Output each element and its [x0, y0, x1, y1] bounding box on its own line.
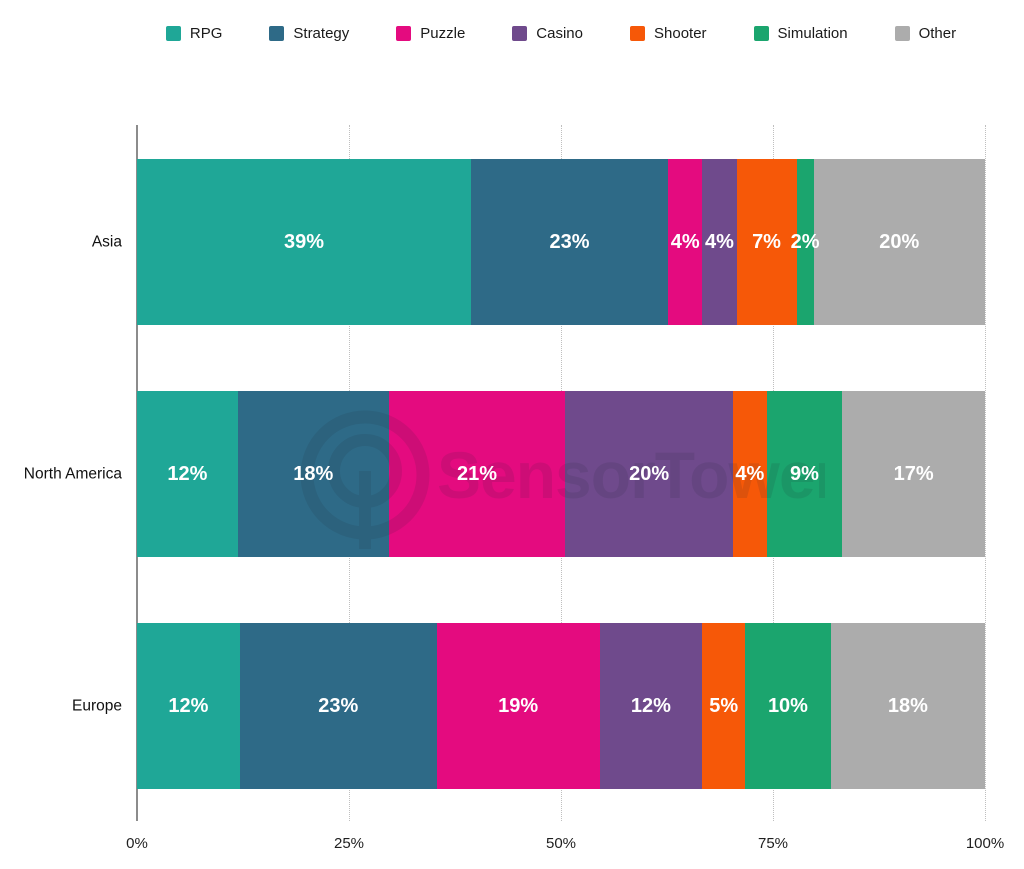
bar-row-north-america: 12% 18% 21% 20% 4% 9% 17%: [137, 391, 985, 557]
legend-swatch-strategy: [269, 25, 285, 41]
segment-value-label: 5%: [709, 695, 739, 717]
x-tick-label-0%: 0%: [126, 835, 148, 852]
legend-label: Strategy: [293, 24, 350, 42]
bar-segment-rpg[interactable]: 39%: [137, 159, 472, 325]
legend-label: Other: [918, 24, 957, 42]
bar-segment-casino[interactable]: 4%: [702, 159, 737, 325]
legend-swatch-shooter: [630, 25, 645, 41]
bar-row-asia: 39% 23% 4% 4% 7% 2% 20%: [137, 159, 985, 325]
segment-value-label: 10%: [767, 695, 808, 717]
segment-value-label: 4%: [670, 231, 700, 253]
segment-value-label: 18%: [293, 463, 334, 485]
category-label-north-america: North America: [23, 465, 122, 483]
bar-segment-strategy[interactable]: 23%: [471, 159, 669, 325]
legend-label: Puzzle: [420, 24, 466, 42]
segment-value-label: 21%: [457, 463, 498, 485]
legend-item-shooter: Shooter: [630, 24, 707, 42]
segment-value-label: 12%: [630, 695, 671, 717]
bar-segment-puzzle[interactable]: 21%: [388, 391, 566, 557]
segment-value-label: 18%: [887, 695, 928, 717]
segment-value-label: 20%: [879, 231, 920, 253]
legend-label: Casino: [536, 24, 583, 42]
segment-value-label: 4%: [735, 463, 765, 485]
bar-segment-simulation[interactable]: 2%: [791, 159, 820, 325]
segment-value-label: 9%: [790, 463, 819, 485]
segment-value-label: 2%: [790, 231, 820, 253]
x-tick-label-75%: 75%: [757, 835, 789, 852]
bar-row-europe: 12% 23% 19% 12% 5% 10% 18%: [137, 623, 985, 789]
bar-segment-other[interactable]: 18%: [830, 623, 985, 789]
legend-item-puzzle: Puzzle: [396, 24, 466, 42]
legend-item-casino: Casino: [512, 24, 583, 42]
segment-value-label: 19%: [498, 695, 539, 717]
bar-segment-rpg[interactable]: 12%: [137, 623, 240, 789]
gridline-100%: [985, 125, 986, 821]
legend: RPG Strategy Puzzle Casino Shooter Simulation…: [137, 18, 985, 48]
x-tick-label-50%: 50%: [545, 835, 577, 852]
bar-segment-shooter[interactable]: 7%: [736, 159, 797, 325]
segment-value-label: 4%: [704, 231, 734, 253]
segment-value-label: 12%: [167, 463, 208, 485]
x-tick-label-25%: 25%: [333, 835, 365, 852]
legend-item-simulation: Simulation: [753, 24, 848, 42]
legend-swatch-rpg: [165, 25, 181, 41]
segment-value-label: 17%: [893, 463, 934, 485]
legend-item-strategy: Strategy: [269, 24, 350, 42]
plot-area: 39% 23% 4% 4% 7% 2% 20% 12% 18% 21% 20% 4% 9% 17% 12% 2…: [136, 125, 986, 821]
bar-segment-simulation[interactable]: 9%: [766, 391, 843, 557]
bar-segment-strategy[interactable]: 23%: [239, 623, 437, 789]
bar-segment-casino[interactable]: 12%: [599, 623, 703, 789]
category-label-europe: Europe: [72, 697, 122, 715]
bar-segment-simulation[interactable]: 10%: [745, 623, 831, 789]
segment-value-label: 12%: [168, 695, 209, 717]
bar-segment-other[interactable]: 17%: [842, 391, 985, 557]
bar-segment-puzzle[interactable]: 4%: [668, 159, 703, 325]
segment-value-label: 20%: [629, 463, 670, 485]
legend-item-other: Other: [894, 24, 957, 42]
bar-segment-shooter[interactable]: 5%: [702, 623, 746, 789]
legend-label: Shooter: [654, 24, 707, 42]
legend-item-rpg: RPG: [165, 24, 223, 42]
legend-swatch-simulation: [753, 25, 769, 41]
legend-label: RPG: [189, 24, 223, 42]
segment-value-label: 7%: [752, 231, 781, 253]
bar-segment-casino[interactable]: 20%: [565, 391, 734, 557]
bar-segment-rpg[interactable]: 12%: [137, 391, 238, 557]
bar-segment-other[interactable]: 20%: [813, 159, 985, 325]
category-label-asia: Asia: [91, 233, 122, 251]
legend-swatch-puzzle: [396, 25, 412, 41]
bar-segment-puzzle[interactable]: 19%: [436, 623, 600, 789]
legend-label: Simulation: [777, 24, 848, 42]
segment-value-label: 23%: [318, 695, 359, 717]
x-tick-label-100%: 100%: [965, 835, 1005, 852]
bar-segment-shooter[interactable]: 4%: [733, 391, 767, 557]
legend-swatch-other: [894, 25, 910, 41]
bar-segment-strategy[interactable]: 18%: [237, 391, 389, 557]
segment-value-label: 23%: [549, 231, 590, 253]
legend-swatch-casino: [512, 25, 528, 41]
segment-value-label: 39%: [284, 231, 325, 253]
